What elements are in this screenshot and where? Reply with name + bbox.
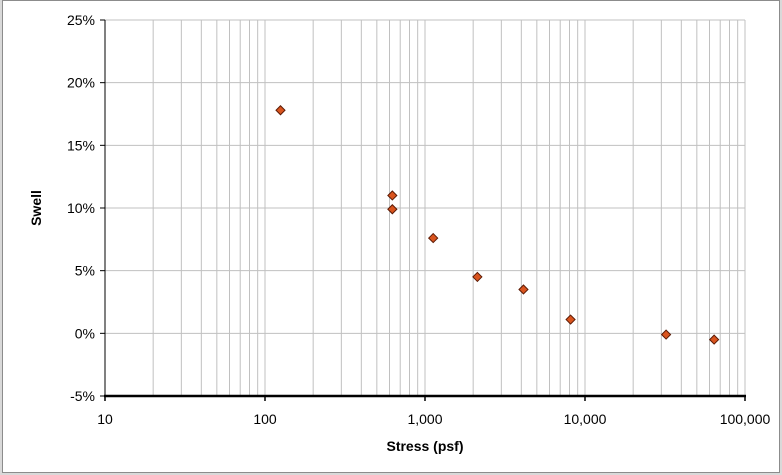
y-axis-title: Swell [28, 190, 44, 226]
x-tick-label: 100,000 [720, 411, 771, 427]
x-tick-label: 100 [253, 411, 277, 427]
x-tick-label: 10,000 [564, 411, 607, 427]
data-point [472, 271, 483, 283]
data-point [387, 204, 398, 215]
y-tick-label: 10% [67, 200, 95, 216]
y-tick-label: 15% [67, 137, 95, 153]
data-point [387, 190, 398, 201]
data-point [708, 334, 720, 345]
y-tick-label: 0% [75, 325, 95, 341]
y-tick-label: 5% [75, 263, 95, 279]
data-point [275, 105, 286, 116]
data-point [427, 232, 439, 244]
y-tick-label: 25% [67, 12, 95, 28]
x-tick-label: 1,000 [407, 411, 442, 427]
data-points [275, 105, 720, 345]
axes [100, 19, 746, 401]
gridlines [104, 19, 746, 397]
data-point [518, 284, 529, 295]
x-axis-title: Stress (psf) [386, 438, 463, 454]
y-tick-label: -5% [70, 388, 95, 404]
tick-labels: -5% 0% 5% 10% 15% 20% 25% 10 100 1,000 10,000 100,0… [67, 12, 771, 427]
data-point [660, 329, 672, 340]
x-tick-label: 10 [97, 411, 113, 427]
scatter-chart: -5% 0% 5% 10% 15% 20% 25% 10 100 1,000 10,000 100,0… [28, 12, 771, 454]
data-point [565, 314, 576, 325]
y-tick-label: 20% [67, 75, 95, 91]
